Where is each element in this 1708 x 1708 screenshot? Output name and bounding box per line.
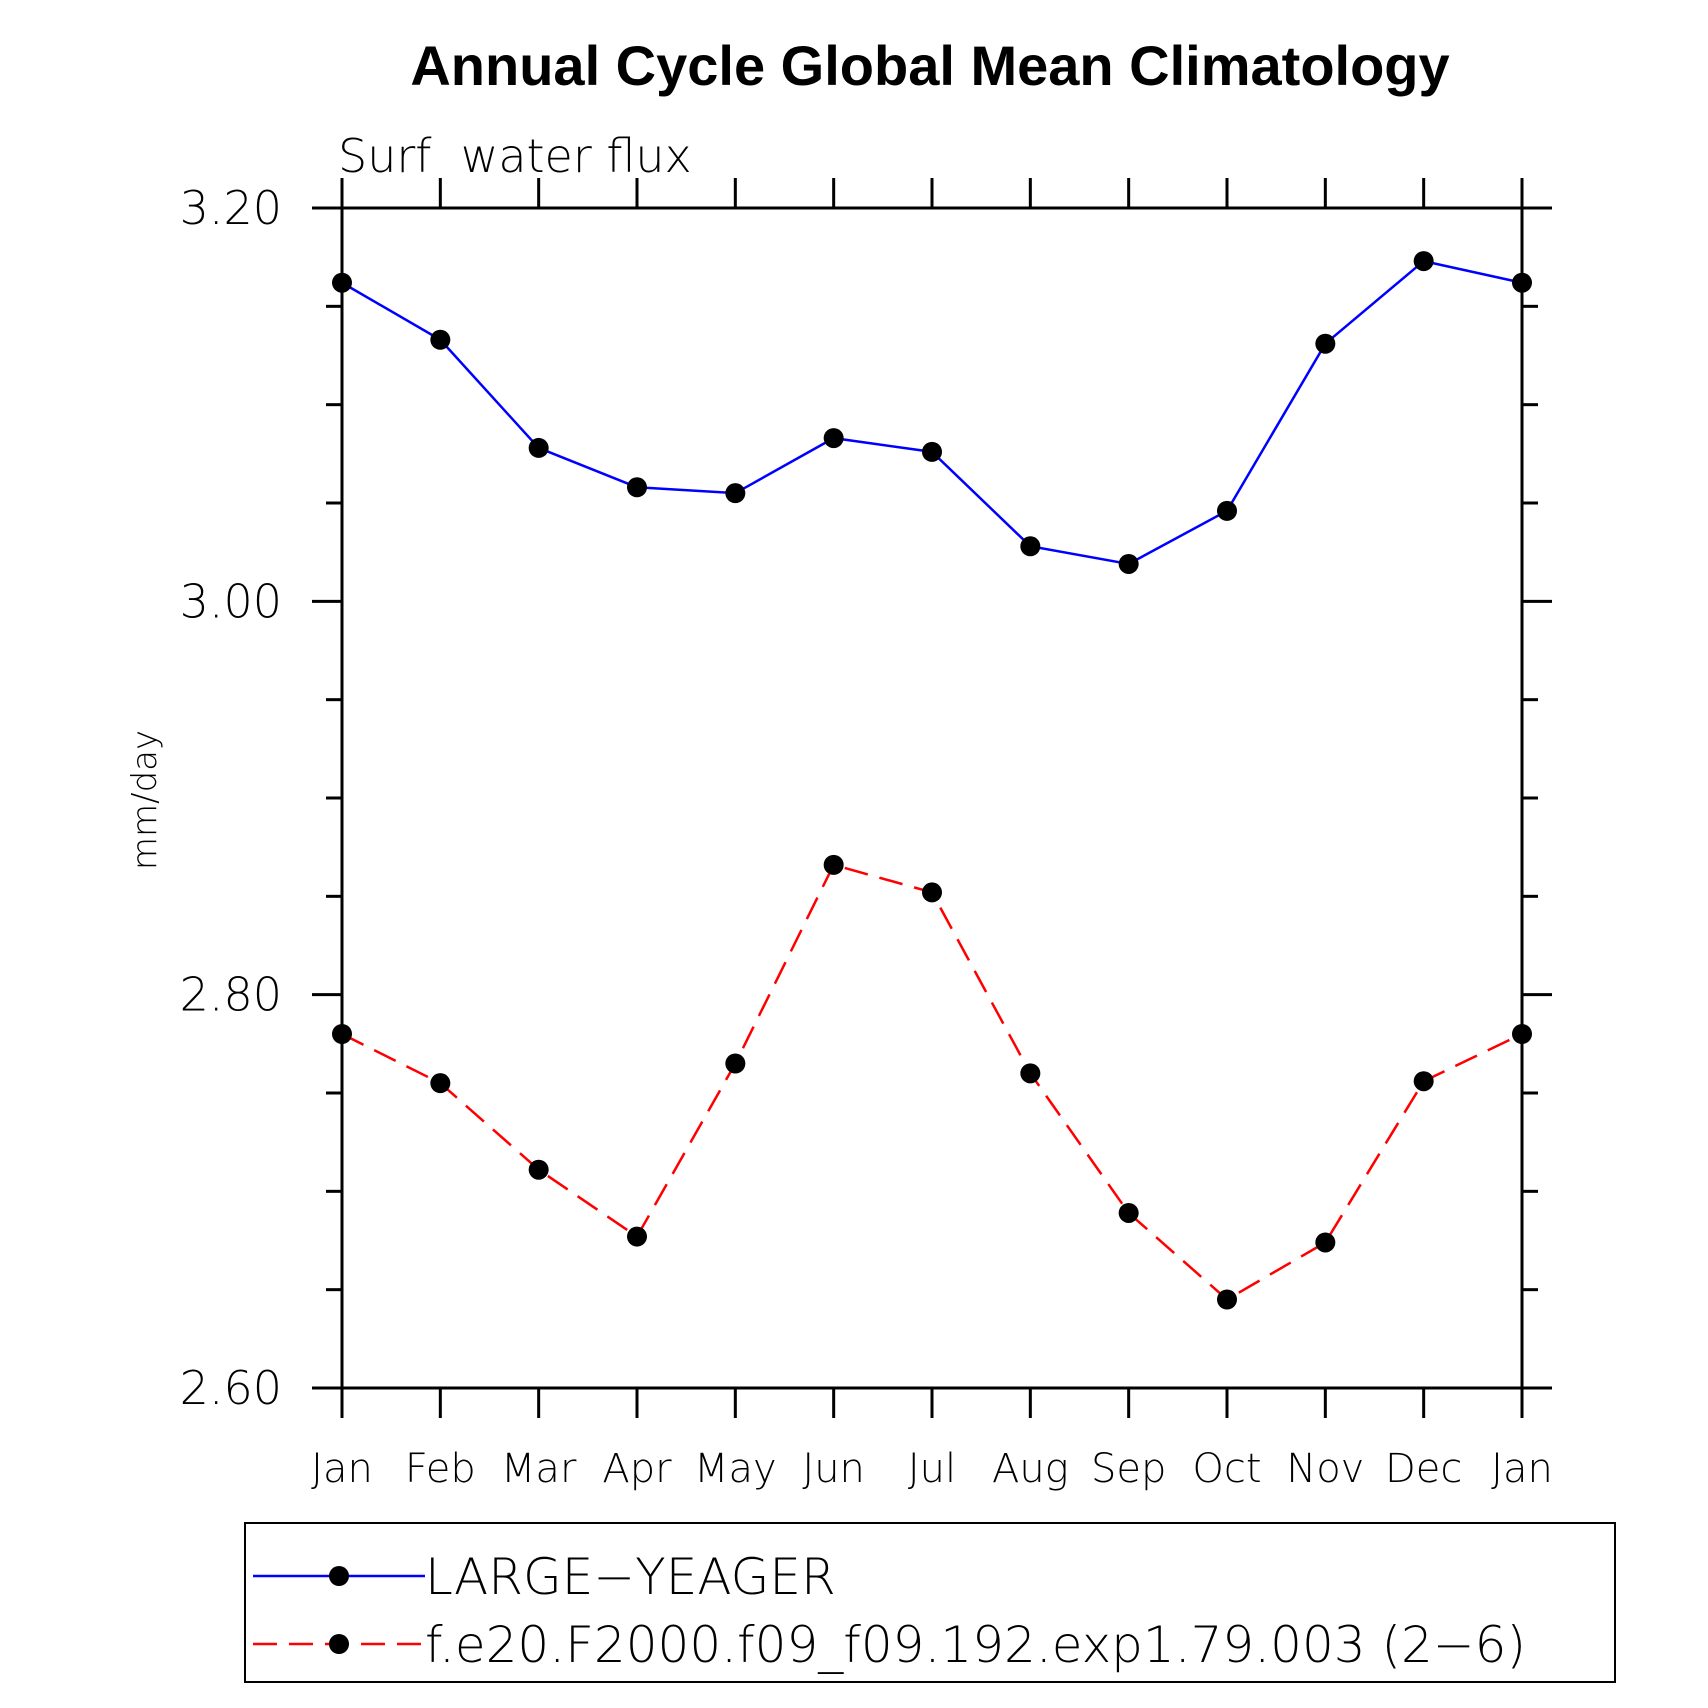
data-point [1512, 272, 1532, 293]
data-point [1020, 1063, 1041, 1084]
data-point [528, 1159, 549, 1180]
data-point [1118, 553, 1139, 574]
legend-label: LARGE−YEAGER [425, 1548, 836, 1606]
data-point [528, 437, 549, 458]
plot-axes: Jan Feb Mar Apr May Jun Jul Aug Sep Oct Nov Dec Jan 3… [180, 178, 1553, 1492]
y-tick-label: 3.20 [180, 181, 282, 235]
series-line [341, 863, 1523, 1302]
legend-marker [329, 1634, 349, 1654]
x-tick-label: Dec [1385, 1446, 1462, 1492]
x-tick-label: Sep [1091, 1446, 1166, 1492]
data-point [430, 1073, 451, 1094]
data-point [1217, 1289, 1237, 1310]
data-point [1413, 251, 1434, 272]
series-1 [332, 251, 1532, 574]
data-point [725, 1053, 746, 1074]
data-point [922, 882, 942, 903]
data-point [725, 483, 746, 504]
series-2 [332, 854, 1532, 1310]
legend-box [244, 1522, 1616, 1683]
data-point [1020, 536, 1041, 557]
data-point [430, 329, 451, 350]
data-point [823, 428, 844, 449]
chart-title: Annual Cycle Global Mean Climatology [410, 34, 1449, 97]
chart-subtitle: Surf water flux [338, 129, 692, 183]
x-tick-label: Oct [1192, 1446, 1261, 1492]
data-point [823, 854, 844, 875]
data-point [1413, 1071, 1434, 1092]
x-tick-label: Feb [405, 1446, 476, 1492]
data-point [1217, 500, 1237, 521]
x-tick-label: Aug [992, 1446, 1069, 1492]
y-tick-label: 3.00 [180, 574, 282, 628]
legend-marker [329, 1566, 349, 1586]
x-tick-label: Mar [501, 1446, 577, 1492]
x-tick-label: Jun [802, 1446, 865, 1492]
series-line [341, 259, 1523, 566]
series-layer [332, 251, 1532, 1310]
x-tick-label: Jan [1491, 1446, 1553, 1492]
x-tick-label: Apr [602, 1446, 672, 1492]
legend: LARGE−YEAGER f.e20.F2000.f09_f09.192.exp1… [244, 1522, 1616, 1683]
legend-label: f.e20.F2000.f09_f09.192.exp1.79.003 (2−6… [425, 1616, 1526, 1674]
data-point [1512, 1024, 1532, 1044]
x-tick-label: Jul [908, 1446, 956, 1492]
data-point [1315, 333, 1336, 354]
x-tick-label: Nov [1286, 1446, 1364, 1492]
data-point [332, 272, 352, 293]
data-point [1315, 1232, 1336, 1253]
data-point [332, 1024, 352, 1044]
data-point [627, 1226, 647, 1247]
y-tick-label: 2.60 [180, 1361, 282, 1415]
data-point [922, 441, 942, 462]
x-tick-label: May [694, 1446, 777, 1492]
x-tick-label: Jan [311, 1446, 373, 1492]
data-point [1118, 1202, 1139, 1223]
data-point [627, 477, 647, 498]
y-tick-label: 2.80 [180, 968, 282, 1022]
y-axis-label: mm/day [125, 730, 165, 870]
